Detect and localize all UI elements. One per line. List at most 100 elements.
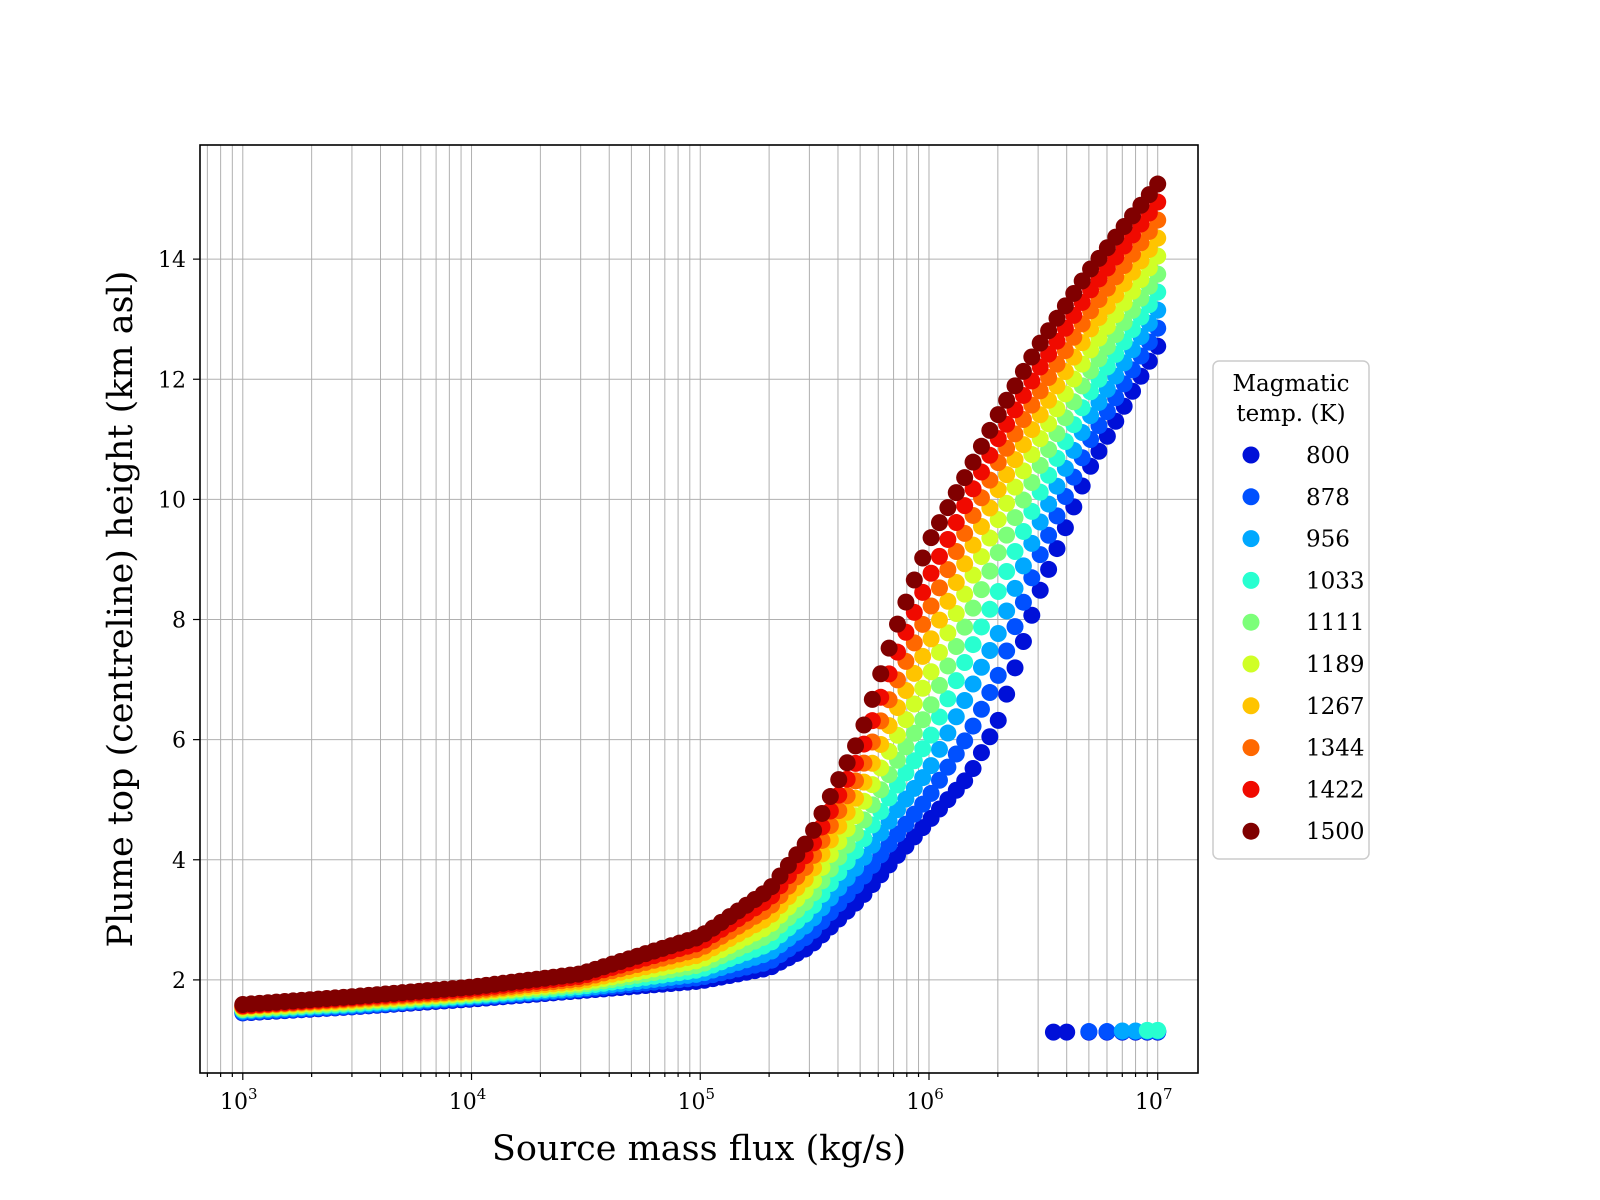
legend-label: 1189 xyxy=(1306,652,1365,678)
y-tick-label: 6 xyxy=(172,729,186,754)
data-point xyxy=(863,690,881,708)
legend-label: 1033 xyxy=(1306,568,1365,594)
data-point xyxy=(956,469,974,487)
data-point xyxy=(1006,377,1024,395)
y-tick-label: 12 xyxy=(158,368,186,393)
x-tick-exponent: 6 xyxy=(934,1085,944,1103)
y-tick-label: 2 xyxy=(172,969,186,994)
data-point xyxy=(889,615,907,633)
data-point xyxy=(930,611,948,629)
data-point xyxy=(947,672,965,690)
data-point xyxy=(1040,322,1058,340)
legend-title-line-1: Magmatic xyxy=(1233,371,1350,397)
data-point xyxy=(1031,334,1049,352)
data-point xyxy=(1014,593,1032,611)
data-point xyxy=(956,692,974,710)
data-point xyxy=(981,600,999,618)
data-point xyxy=(905,752,923,770)
data-point xyxy=(914,615,932,633)
legend-marker xyxy=(1242,530,1260,548)
data-point xyxy=(939,561,957,579)
data-point xyxy=(964,675,982,693)
data-point xyxy=(998,526,1016,544)
data-point xyxy=(1014,557,1032,575)
x-tick-base: 10 xyxy=(1135,1090,1163,1115)
data-point xyxy=(989,711,1007,729)
data-point xyxy=(922,597,940,615)
x-tick-exponent: 3 xyxy=(248,1085,258,1103)
x-tick-base: 10 xyxy=(220,1090,248,1115)
data-point xyxy=(1048,507,1066,525)
x-tick-label: 106 xyxy=(906,1085,944,1115)
x-tick-label: 107 xyxy=(1135,1085,1173,1115)
data-point xyxy=(897,593,915,611)
x-tick-label: 103 xyxy=(220,1085,258,1115)
data-point xyxy=(1006,618,1024,636)
data-point xyxy=(872,665,890,683)
data-point xyxy=(930,579,948,597)
data-point xyxy=(1040,560,1058,578)
data-point xyxy=(1006,659,1024,677)
data-point xyxy=(914,647,932,665)
data-point xyxy=(947,484,965,502)
data-point xyxy=(981,642,999,660)
data-point xyxy=(1040,526,1058,544)
data-point xyxy=(1048,540,1066,558)
data-point xyxy=(972,437,990,455)
legend-marker xyxy=(1242,655,1260,673)
data-point xyxy=(914,679,932,697)
y-tick-label: 14 xyxy=(158,248,186,273)
collapse-point xyxy=(1058,1023,1076,1041)
data-point xyxy=(947,605,965,623)
data-point xyxy=(796,835,814,853)
data-point xyxy=(1090,442,1108,460)
data-point xyxy=(1040,495,1058,513)
data-point xyxy=(939,530,957,548)
data-point xyxy=(989,624,1007,642)
data-point xyxy=(998,391,1016,409)
legend-frame xyxy=(1212,360,1370,860)
legend-marker xyxy=(1242,488,1260,506)
data-point xyxy=(922,726,940,744)
data-point xyxy=(1056,519,1074,537)
data-point xyxy=(956,772,974,790)
collapse-point xyxy=(1080,1023,1098,1041)
data-points xyxy=(234,175,1167,1041)
data-point xyxy=(905,695,923,713)
data-point xyxy=(998,466,1016,484)
data-point xyxy=(930,708,948,726)
data-point xyxy=(956,497,974,515)
data-point xyxy=(964,599,982,617)
data-point xyxy=(1023,348,1041,366)
legend-label: 1267 xyxy=(1306,694,1365,720)
data-point xyxy=(1023,606,1041,624)
x-tick-base: 10 xyxy=(449,1090,477,1115)
data-point xyxy=(964,536,982,554)
data-point xyxy=(947,514,965,532)
data-point xyxy=(930,547,948,565)
data-point xyxy=(981,562,999,580)
legend-label: 1344 xyxy=(1306,736,1365,762)
data-point xyxy=(847,737,865,755)
data-point xyxy=(947,745,965,763)
data-point xyxy=(922,696,940,714)
data-point xyxy=(922,757,940,775)
data-point xyxy=(930,643,948,661)
data-point xyxy=(998,602,1016,620)
data-point xyxy=(964,760,982,778)
data-point xyxy=(922,784,940,802)
data-point xyxy=(956,618,974,636)
data-point xyxy=(956,654,974,672)
data-point xyxy=(922,663,940,681)
data-point xyxy=(880,639,898,657)
data-point xyxy=(914,711,932,729)
data-point xyxy=(998,494,1016,512)
data-point xyxy=(964,717,982,735)
data-point xyxy=(1149,175,1167,193)
data-point xyxy=(956,555,974,573)
legend-entries: 800 878 956 1033 1111 1189 1267 1344 1422 1500 xyxy=(1242,443,1365,845)
x-tick-exponent: 5 xyxy=(705,1085,715,1103)
data-point xyxy=(805,821,823,839)
y-axis-label: Plume top (centreline) height (km asl) xyxy=(101,271,141,948)
